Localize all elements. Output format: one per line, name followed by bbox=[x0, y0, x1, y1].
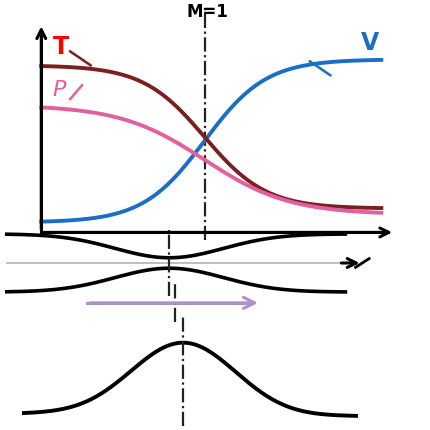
Text: V: V bbox=[360, 31, 378, 55]
Text: M=1: M=1 bbox=[187, 3, 228, 21]
Text: T: T bbox=[53, 35, 69, 59]
Text: P: P bbox=[52, 80, 65, 100]
